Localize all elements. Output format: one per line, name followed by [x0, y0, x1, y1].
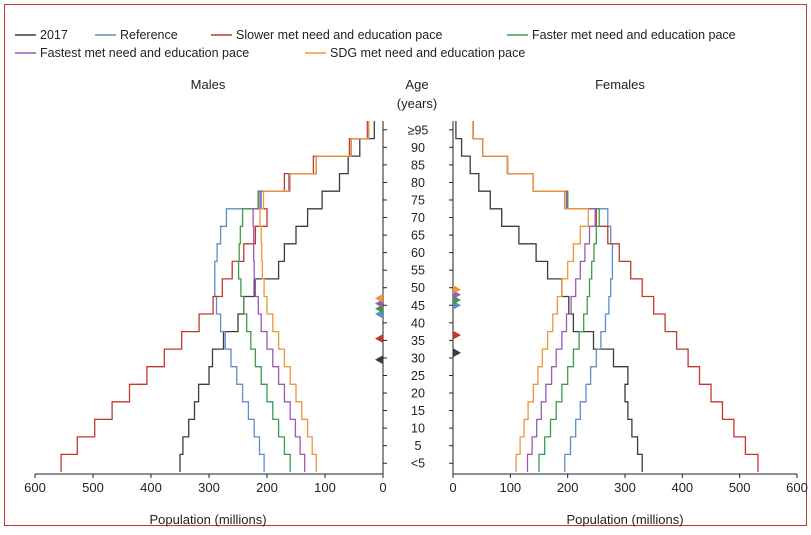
- males-x-axis-label: Population (millions): [149, 512, 266, 527]
- figure-border: [4, 4, 807, 526]
- age-tick-label: 40: [411, 316, 425, 330]
- age-tick-label: 10: [411, 422, 425, 436]
- age-tick-label: 85: [411, 158, 425, 172]
- legend-label-slower: Slower met need and education pace: [236, 28, 442, 42]
- males-x-tick-label: 500: [82, 480, 104, 495]
- females-x-tick-label: 0: [449, 480, 456, 495]
- females-series-sdg-met-need-and-education-pace: [472, 121, 589, 472]
- axes: 600 600 500 500 400 400 300 300 200 200 100 100 0 0: [24, 121, 808, 495]
- males-x-tick-label: 400: [140, 480, 162, 495]
- males-x-tick-label: 200: [256, 480, 278, 495]
- males-x-tick-label: 0: [379, 480, 386, 495]
- age-tick-label: 35: [411, 334, 425, 348]
- females-x-tick-label: 200: [557, 480, 579, 495]
- age-tick-label: 45: [411, 299, 425, 313]
- males-marker-slower-met-need-and-education-pace: [375, 334, 383, 344]
- age-tick-label: 30: [411, 351, 425, 365]
- age-tick-label: 50: [411, 281, 425, 295]
- males-x-tick-label: 100: [314, 480, 336, 495]
- legend-label-faster: Faster met need and education pace: [532, 28, 736, 42]
- males-x-tick-label: 600: [24, 480, 46, 495]
- males-series: [60, 121, 375, 472]
- males-marker-2017: [375, 355, 383, 365]
- age-axis-title: Age: [405, 77, 428, 92]
- females-marker-sdg-met-need-and-education-pace: [453, 285, 461, 294]
- legend-label-reference: Reference: [120, 28, 178, 42]
- females-x-tick-label: 300: [614, 480, 636, 495]
- males-series-fastest-met-need-and-education-pace: [252, 121, 370, 472]
- age-tick-label: 70: [411, 211, 425, 225]
- males-x-tick-label: 300: [198, 480, 220, 495]
- age-tick-label: 60: [411, 246, 425, 260]
- females-series-2017: [455, 121, 643, 472]
- females-x-tick-label: 600: [786, 480, 808, 495]
- age-tick-label: 20: [411, 387, 425, 401]
- age-tick-label: 5: [415, 439, 422, 453]
- legend-label-2017: 2017: [40, 28, 68, 42]
- females-panel-title: Females: [595, 77, 645, 92]
- age-tick-label: 65: [411, 229, 425, 243]
- age-tick-label: 25: [411, 369, 425, 383]
- age-tick-label: ≥95: [408, 123, 429, 137]
- females-x-tick-label: 100: [499, 480, 521, 495]
- females-x-axis-label: Population (millions): [566, 512, 683, 527]
- females-x-tick-label: 400: [671, 480, 693, 495]
- age-tick-labels: <5 5 10 15 20 25 30 35 40 45 50 55 60 65 70 75 80 85 90 ≥95: [383, 123, 453, 471]
- age-tick-label: 75: [411, 193, 425, 207]
- females-marker-2017: [453, 348, 461, 358]
- age-tick-label: <5: [411, 457, 425, 471]
- age-tick-label: 55: [411, 264, 425, 278]
- females-series-reference: [472, 121, 614, 472]
- age-tick-label: 80: [411, 176, 425, 190]
- females-x-tick-label: 500: [729, 480, 751, 495]
- age-axis-title-units: (years): [397, 96, 437, 111]
- legend-label-sdg: SDG met need and education pace: [330, 46, 525, 60]
- females-series: [455, 121, 759, 472]
- males-series-sdg-met-need-and-education-pace: [259, 121, 370, 472]
- males-panel-title: Males: [191, 77, 226, 92]
- age-tick-label: 90: [411, 141, 425, 155]
- males-series-slower-met-need-and-education-pace: [60, 121, 368, 472]
- legend: 2017 Reference Slower met need and educati…: [15, 28, 736, 60]
- females-marker-slower-met-need-and-education-pace: [453, 330, 461, 340]
- males-series-2017: [179, 121, 375, 472]
- males-marker-sdg-met-need-and-education-pace: [375, 293, 383, 303]
- age-tick-label: 15: [411, 404, 425, 418]
- median-age-markers: [375, 285, 461, 365]
- legend-label-fastest: Fastest met need and education pace: [40, 46, 249, 60]
